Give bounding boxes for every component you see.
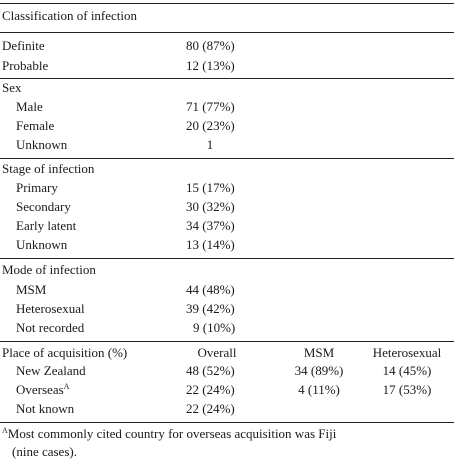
place-nz-label: New Zealand (16, 363, 86, 378)
sex-male-value: 71 (77%) (186, 99, 235, 114)
stage-early-latent-value: 34 (37%) (186, 218, 235, 233)
stage-unknown-value: 13 (14%) (186, 237, 235, 252)
section-rule-1 (0, 78, 454, 79)
bottom-rule (0, 422, 454, 423)
mode-not-recorded-value: 9 (10%) (193, 320, 236, 335)
place-overseas-hetero: 17 (53%) (382, 382, 432, 397)
stage-early-latent-label: Early latent (16, 218, 77, 233)
mode-heading: Mode of infection (2, 262, 96, 277)
place-nz-msm: 34 (89%) (294, 363, 344, 378)
place-col-overall: Overall (197, 345, 237, 360)
stage-secondary-label: Secondary (16, 199, 71, 214)
mode-msm-value: 44 (48%) (186, 282, 235, 297)
footnote-marker-ref: A (63, 382, 70, 391)
mode-hetero-label: Heterosexual (16, 301, 85, 316)
probable-label: Probable (2, 58, 49, 73)
footnote-line-1: Most commonly cited country for overseas… (7, 426, 337, 441)
place-not-known-label: Not known (16, 401, 75, 416)
place-nz-overall: 48 (52%) (186, 363, 235, 378)
section-rule-2 (0, 158, 454, 159)
place-overseas-msm: 4 (11%) (298, 382, 340, 397)
top-rule (0, 3, 454, 4)
place-col-msm: MSM (303, 345, 335, 360)
footnote-marker: A (2, 426, 8, 435)
sex-female-value: 20 (23%) (186, 118, 235, 133)
place-heading: Place of acquisition (%) (2, 345, 128, 360)
footnote-continued: (nine cases). (12, 443, 77, 460)
mode-msm-label: MSM (16, 282, 47, 297)
section-rule-3 (0, 258, 454, 259)
place-nz-hetero: 14 (45%) (382, 363, 432, 378)
title-rule (0, 32, 454, 33)
footnote-line-2: (nine cases). (12, 444, 77, 459)
place-overseas-label: OverseasA (16, 382, 69, 398)
mode-hetero-value: 39 (42%) (186, 301, 235, 316)
stage-heading: Stage of infection (2, 161, 95, 176)
definite-label: Definite (2, 38, 45, 53)
place-overseas-overall: 22 (24%) (186, 382, 235, 397)
sex-male-label: Male (16, 99, 43, 114)
place-overseas-text: Overseas (16, 382, 64, 397)
sex-unknown-value: 1 (206, 137, 214, 152)
stage-secondary-value: 30 (32%) (186, 199, 235, 214)
sex-heading: Sex (2, 80, 22, 95)
stage-unknown-label: Unknown (16, 237, 68, 252)
stage-primary-label: Primary (16, 180, 58, 195)
place-not-known-overall: 22 (24%) (186, 401, 235, 416)
probable-value: 12 (13%) (186, 58, 235, 73)
table-title: Classification of infection (2, 8, 138, 23)
sex-female-label: Female (16, 118, 55, 133)
place-col-hetero: Heterosexual (372, 345, 442, 360)
stage-primary-value: 15 (17%) (186, 180, 235, 195)
section-rule-4 (0, 341, 454, 342)
definite-value: 80 (87%) (186, 38, 235, 53)
mode-not-recorded-label: Not recorded (16, 320, 85, 335)
footnote: AMost commonly cited country for oversea… (2, 425, 336, 442)
sex-unknown-label: Unknown (16, 137, 68, 152)
